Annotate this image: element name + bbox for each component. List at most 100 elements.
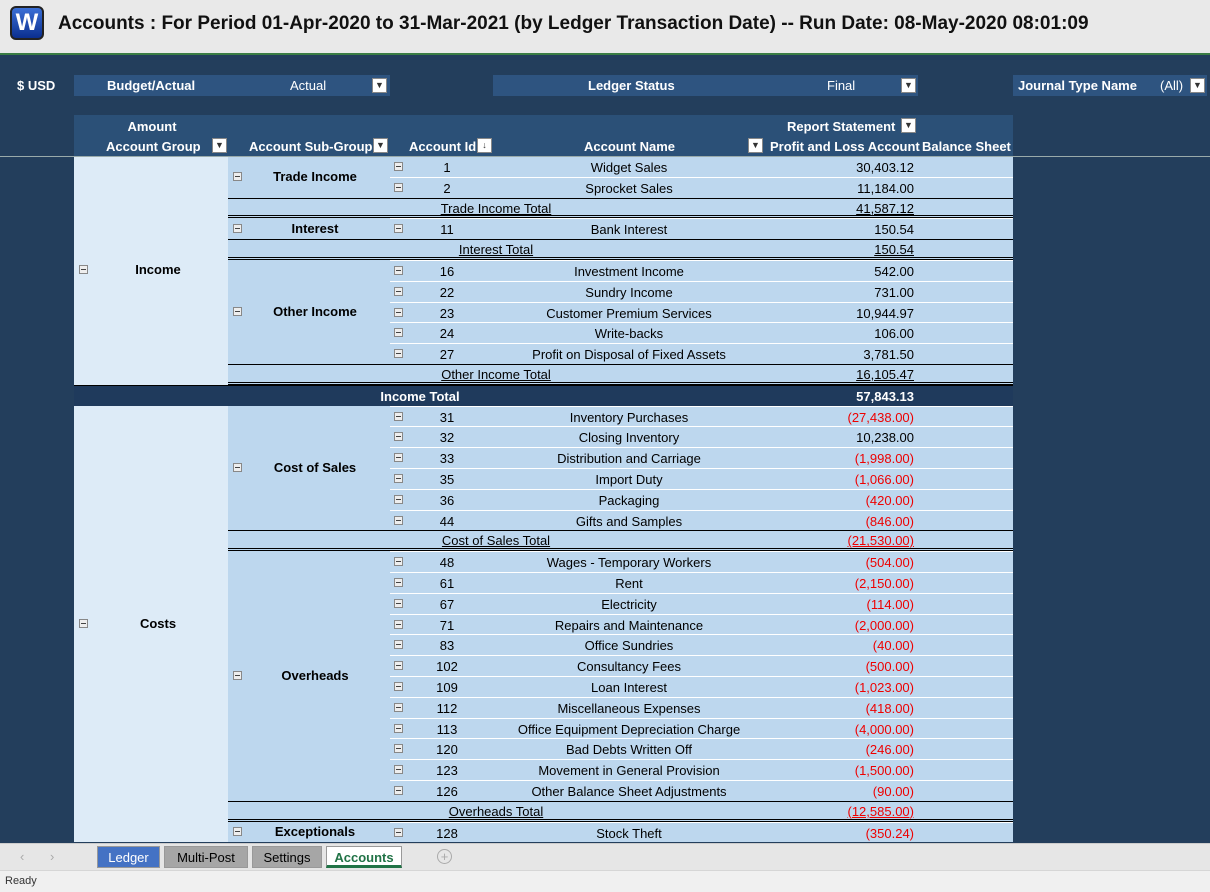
column-filter[interactable]: ▼ <box>901 118 916 133</box>
account-row: 61 Rent (2,150.00) <box>390 572 1013 593</box>
group-filter[interactable]: ▼ <box>212 138 227 153</box>
filter-button[interactable]: ▼ <box>372 78 387 93</box>
account-name: Inventory Purchases <box>569 409 689 425</box>
header-account-id: Account Id <box>409 139 477 154</box>
account-name: Miscellaneous Expenses <box>557 700 701 716</box>
account-row: 16 Investment Income 542.00 <box>390 260 1013 281</box>
collapse-button[interactable] <box>394 661 403 671</box>
amount: (27,438.00) <box>847 409 915 425</box>
collapse-button[interactable] <box>394 286 403 296</box>
collapse-button[interactable] <box>394 744 403 754</box>
collapse-button[interactable] <box>233 307 242 316</box>
account-id: 128 <box>436 825 458 841</box>
sheet-tab[interactable]: Multi-Post <box>164 846 248 868</box>
account-name: Bank Interest <box>590 222 668 238</box>
collapse-button[interactable] <box>394 557 403 567</box>
header-account-name: Account Name <box>584 139 676 154</box>
journal-filter[interactable]: Journal Type Name (All) ▼ <box>1013 75 1207 96</box>
filter-button[interactable]: ▼ <box>1190 78 1205 93</box>
sheet-tab[interactable]: Ledger <box>97 846 160 868</box>
name-filter[interactable]: ▼ <box>748 138 763 153</box>
collapse-button[interactable] <box>233 826 242 836</box>
filter-label: Ledger Status <box>588 78 675 93</box>
status-text: Ready <box>5 875 37 887</box>
collapse-button[interactable] <box>233 462 242 472</box>
collapse-button[interactable] <box>394 723 403 733</box>
account-row: 22 Sundry Income 731.00 <box>390 280 1013 302</box>
subgroup-filter[interactable]: ▼ <box>373 138 388 153</box>
title-bar: W Accounts : For Period 01-Apr-2020 to 3… <box>0 0 1210 55</box>
amount: (246.00) <box>865 742 914 758</box>
collapse-button[interactable] <box>394 411 403 421</box>
account-id: 61 <box>439 576 455 591</box>
account-id: 24 <box>439 326 455 342</box>
sub-total-label: Overheads Total <box>448 803 544 819</box>
collapse-button[interactable] <box>394 702 403 712</box>
collapse-button[interactable] <box>394 266 403 275</box>
tab-bar: ‹ › + Ledger Multi-Post Settings Accounts <box>0 843 1210 870</box>
account-row: 112 Miscellaneous Expenses (418.00) <box>390 696 1013 718</box>
collapse-button[interactable] <box>394 162 403 171</box>
account-id: 35 <box>439 472 455 487</box>
collapse-button[interactable] <box>394 432 403 442</box>
collapse-button[interactable] <box>233 223 242 233</box>
nav-prev[interactable]: ‹ <box>20 849 25 864</box>
sheet-tab[interactable]: Accounts <box>326 846 402 868</box>
group-total-label: Income Total <box>380 388 460 404</box>
sub-group-label: Overheads <box>281 667 349 683</box>
collapse-button[interactable] <box>394 598 403 608</box>
collapse-button[interactable] <box>394 827 403 837</box>
collapse-button[interactable] <box>394 453 403 463</box>
collapse-button[interactable] <box>233 670 242 680</box>
account-row: 126 Other Balance Sheet Adjustments (90.00… <box>390 780 1013 801</box>
account-id: 33 <box>439 451 455 467</box>
sub-total-row: Other Income Total 16,105.47 <box>228 364 1013 385</box>
collapse-button[interactable] <box>394 515 403 525</box>
account-name: Other Balance Sheet Adjustments <box>531 784 727 799</box>
account-id: 112 <box>436 700 458 716</box>
collapse-button[interactable] <box>394 640 403 650</box>
collapse-button[interactable] <box>79 618 88 628</box>
add-sheet[interactable]: + <box>437 849 452 864</box>
account-id: 71 <box>439 617 455 633</box>
header-sub-group: Account Sub-Group <box>249 139 373 154</box>
sub-total-amount: 16,105.47 <box>856 367 914 382</box>
id-sort[interactable]: ↓ <box>477 138 492 153</box>
collapse-button[interactable] <box>394 349 403 359</box>
budget-filter[interactable]: Budget/Actual Actual ▼ <box>74 75 390 96</box>
collapse-button[interactable] <box>394 786 403 795</box>
account-row: 83 Office Sundries (40.00) <box>390 634 1013 656</box>
collapse-button[interactable] <box>233 171 242 181</box>
collapse-button[interactable] <box>394 224 403 234</box>
account-id: 2 <box>443 180 451 196</box>
sub-total-label: Cost of Sales Total <box>441 533 551 549</box>
collapse-button[interactable] <box>394 578 403 587</box>
pivot-body: 1 Widget Sales 30,403.12 2 Sprocket Sales 11,… <box>0 157 1210 843</box>
nav-next[interactable]: › <box>50 849 55 864</box>
collapse-button[interactable] <box>394 182 403 192</box>
filter-button[interactable]: ▼ <box>901 78 916 93</box>
account-row: 67 Electricity (114.00) <box>390 592 1013 614</box>
filter-value: Final <box>827 78 856 93</box>
collapse-button[interactable] <box>394 619 403 629</box>
filter-label: Budget/Actual <box>107 78 196 93</box>
amount: 10,238.00 <box>856 430 914 446</box>
collapse-button[interactable] <box>394 328 403 338</box>
collapse-button[interactable] <box>394 307 403 317</box>
collapse-button[interactable] <box>79 265 88 275</box>
collapse-button[interactable] <box>394 474 403 483</box>
account-name: Widget Sales <box>590 160 668 175</box>
account-row: 35 Import Duty (1,066.00) <box>390 468 1013 489</box>
sheet-tab[interactable]: Settings <box>252 846 322 868</box>
collapse-button[interactable] <box>394 765 403 775</box>
amount: (90.00) <box>872 784 914 799</box>
collapse-button[interactable] <box>394 494 403 504</box>
account-name: Sundry Income <box>585 284 673 300</box>
account-name: Sprocket Sales <box>585 180 673 196</box>
ledger-filter[interactable]: Ledger Status Final ▼ <box>493 75 918 96</box>
filter-value: (All) <box>1160 78 1184 93</box>
group-cell: Costs <box>74 405 228 843</box>
amount: (1,066.00) <box>854 472 914 487</box>
collapse-button[interactable] <box>394 682 403 691</box>
account-name: Profit on Disposal of Fixed Assets <box>532 347 726 363</box>
